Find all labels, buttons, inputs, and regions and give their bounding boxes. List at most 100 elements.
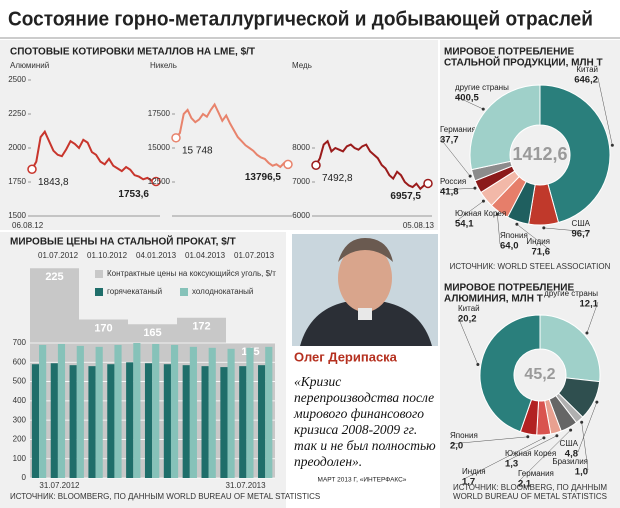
pie-label: Япония: [450, 431, 478, 440]
leader-dot: [473, 186, 477, 190]
end-point: [151, 176, 161, 187]
bar: [246, 347, 254, 478]
pie-value: 96,7: [572, 229, 591, 240]
panel-title: Алюминий: [10, 61, 49, 70]
coal-label: 170: [94, 322, 112, 334]
pie-label: Япония: [500, 231, 528, 240]
coal-date: 01.10.2012: [87, 251, 128, 260]
y-tick-label: 6000: [292, 211, 310, 220]
x-tick-label: 05.08.13: [403, 221, 435, 230]
leader-dot: [610, 143, 614, 147]
leader-dot: [555, 434, 559, 438]
leader: [449, 436, 528, 445]
leader: [439, 187, 475, 191]
y-tick-label: 2000: [8, 143, 26, 152]
legend-swatch: [180, 288, 188, 296]
coal-label: 165: [143, 327, 161, 339]
bar: [227, 348, 235, 478]
bar: [88, 366, 96, 478]
bar: [258, 365, 266, 478]
leader-dot: [595, 400, 599, 404]
leader-dot: [542, 436, 546, 440]
pie-label: Индия: [462, 467, 486, 476]
y-tick-label: 1500: [8, 211, 26, 220]
photo: [292, 234, 438, 346]
pie-slice: [539, 314, 601, 383]
pie-value: 4,8: [565, 449, 578, 460]
pie-label: Германия: [518, 469, 554, 478]
metals-panel: [0, 40, 438, 230]
pie-value: 646,2: [574, 75, 598, 86]
coal-date: 01.04.2013: [185, 251, 226, 260]
end-point: [423, 178, 433, 189]
panel-title: Медь: [292, 61, 312, 70]
y-tick-label: 2500: [8, 75, 26, 84]
bar: [208, 347, 216, 478]
price-line: [31, 129, 157, 183]
legend-label: Контрактные цены на коксующийся уголь, $…: [107, 269, 276, 278]
bar: [126, 362, 134, 478]
y-tick-label: 700: [13, 338, 27, 347]
bar: [95, 346, 103, 478]
quote-line: так и не был полностью: [294, 438, 436, 453]
y-tick-label: 200: [13, 435, 27, 444]
bar: [152, 343, 160, 478]
price-line: [175, 102, 289, 169]
pie-title: МИРОВОЕ ПОТРЕБЛЕНИЕ: [444, 283, 574, 294]
value-label: 13796,5: [245, 172, 282, 183]
y-tick-label: 8000: [292, 143, 310, 152]
end-point: [283, 159, 293, 170]
y-tick-label: 2250: [8, 109, 26, 118]
x-tick-label: 31.07.2012: [39, 481, 80, 490]
value-label: 1843,8: [38, 177, 69, 188]
leader: [457, 316, 479, 365]
y-tick-label: 600: [13, 357, 27, 366]
bar: [189, 346, 197, 478]
value-label: 7492,8: [322, 173, 353, 184]
leader-dot: [585, 331, 589, 335]
pie-label: Южная Корея: [505, 449, 556, 458]
bar: [39, 344, 47, 478]
bar: [107, 364, 115, 478]
pie-value: 64,0: [500, 241, 519, 252]
pie-value: 12,1: [580, 299, 599, 310]
y-tick-label: 300: [13, 415, 27, 424]
pie-value: 37,7: [440, 135, 459, 146]
leader: [454, 95, 484, 110]
bar: [76, 345, 84, 478]
bar: [182, 365, 190, 478]
bar: [220, 367, 228, 478]
pie-value: 20,2: [458, 314, 477, 325]
leader-dot: [580, 420, 584, 424]
leader: [454, 200, 484, 223]
source: WORLD BUREAU OF METAL STATISTICS: [453, 492, 607, 501]
pie-value: 2,0: [450, 441, 463, 452]
page-title: Состояние горно-металлургической и добыв…: [8, 8, 593, 30]
pie-title: МИРОВОЕ ПОТРЕБЛЕНИЕ: [444, 47, 574, 58]
source: ИСТОЧНИК: WORLD STEEL ASSOCIATION: [450, 262, 611, 271]
y-tick-label: 12500: [148, 177, 171, 186]
pie-value: 1,0: [575, 467, 588, 478]
pie-label: США: [560, 439, 579, 448]
leader-dot: [495, 212, 499, 216]
bar: [57, 343, 66, 478]
pie-value: 41,8: [440, 187, 459, 198]
leader: [497, 214, 501, 245]
legend-swatch: [95, 288, 103, 296]
leader: [517, 429, 571, 483]
value-label: 6957,5: [390, 191, 421, 202]
quote-line: преодолен».: [294, 454, 362, 469]
pie-title: СТАЛЬНОЙ ПРОДУКЦИИ, МЛН Т: [444, 56, 603, 69]
chart-title: МИРОВЫЕ ЦЕНЫ НА СТАЛЬНОЙ ПРОКАТ, $/Т: [10, 235, 236, 248]
coal-label: 172: [192, 321, 210, 333]
metals-title: СПОТОВЫЕ КОТИРОВКИ МЕТАЛЛОВ НА LME, $/Т: [10, 47, 255, 58]
pie-label: Китай: [458, 304, 480, 313]
legend-swatch: [95, 270, 103, 278]
bar: [50, 363, 58, 478]
bar: [201, 366, 209, 478]
quote-line: перепроизводства после: [294, 390, 434, 405]
pie-slice: [539, 84, 611, 224]
pie-title: АЛЮМИНИЯ, МЛН Т: [444, 294, 543, 305]
